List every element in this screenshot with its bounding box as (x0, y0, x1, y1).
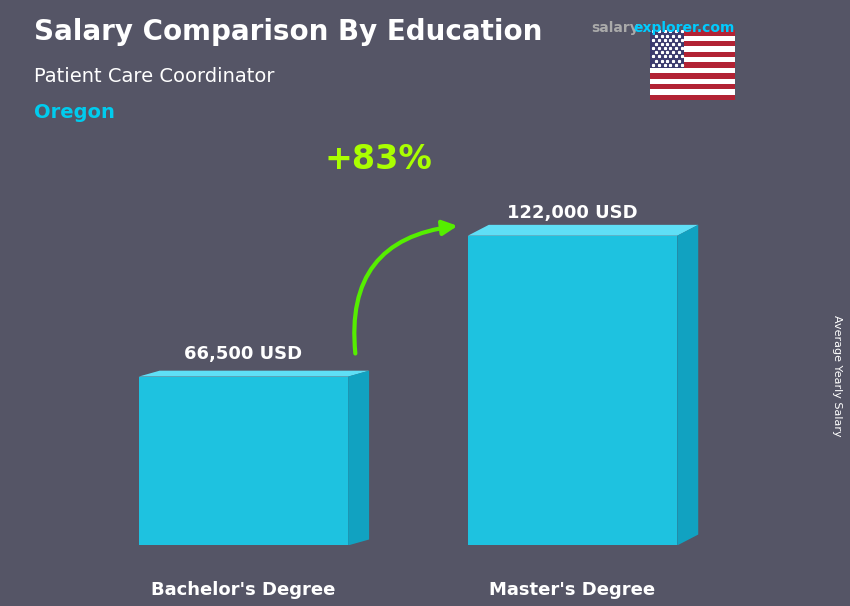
Bar (650, 79, 735, 84)
Bar (650, 41, 735, 47)
Polygon shape (348, 371, 369, 545)
Polygon shape (468, 225, 698, 236)
Text: +83%: +83% (324, 143, 432, 176)
Bar (650, 84, 735, 89)
Bar (650, 47, 735, 52)
Text: 66,500 USD: 66,500 USD (184, 345, 303, 362)
Text: Average Yearly Salary: Average Yearly Salary (832, 315, 842, 436)
Bar (468, 236, 677, 545)
Text: Bachelor's Degree: Bachelor's Degree (151, 581, 336, 599)
Bar (139, 376, 348, 545)
Bar (650, 62, 735, 68)
Bar (650, 57, 735, 62)
Text: 122,000 USD: 122,000 USD (507, 204, 638, 222)
Text: explorer.com: explorer.com (633, 21, 734, 35)
Text: Patient Care Coordinator: Patient Care Coordinator (34, 67, 275, 85)
Text: Master's Degree: Master's Degree (490, 581, 655, 599)
Bar (650, 30, 735, 36)
Polygon shape (677, 225, 698, 545)
Bar (650, 89, 735, 95)
Bar (650, 30, 684, 68)
Bar (650, 36, 735, 41)
Text: salary: salary (591, 21, 638, 35)
Text: Salary Comparison By Education: Salary Comparison By Education (34, 18, 542, 46)
Bar (650, 68, 735, 73)
Bar (650, 52, 735, 57)
Text: Oregon: Oregon (34, 103, 115, 122)
Bar (650, 95, 735, 100)
Bar (650, 73, 735, 79)
Polygon shape (139, 371, 369, 376)
